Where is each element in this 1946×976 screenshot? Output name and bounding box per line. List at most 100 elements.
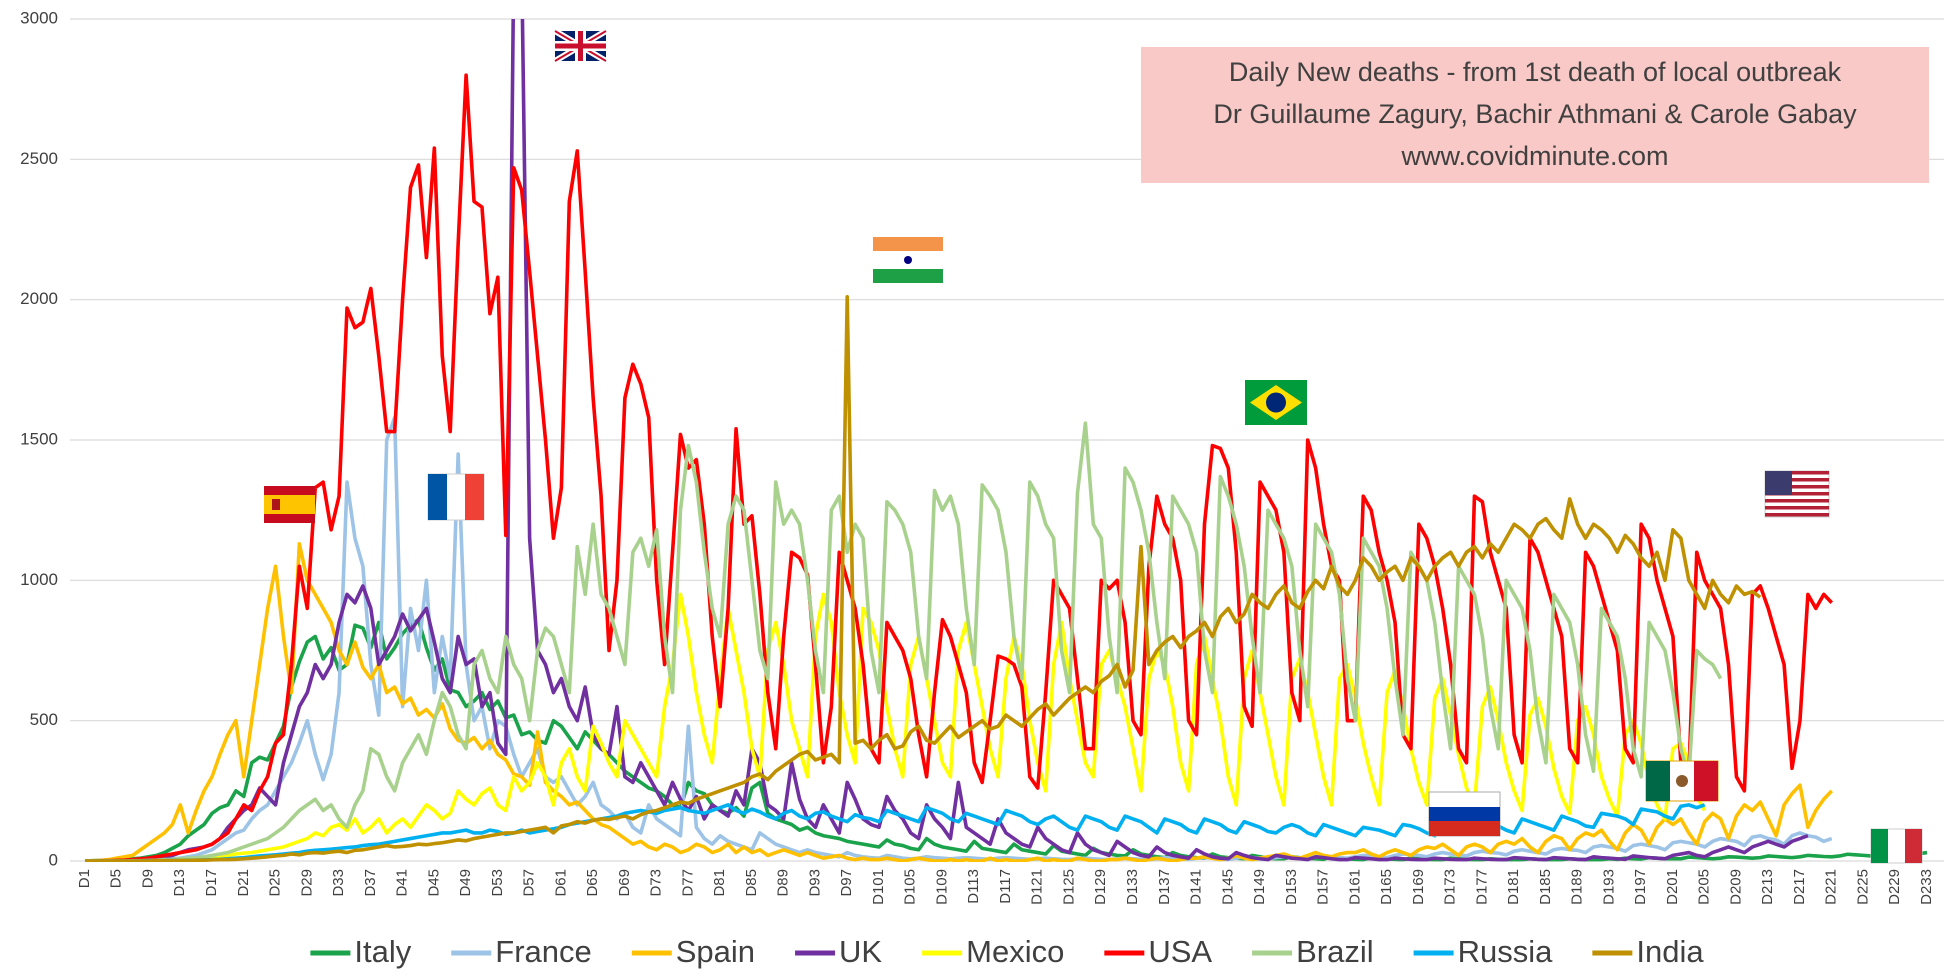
y-tick-label: 1500	[20, 429, 58, 448]
x-tick-label: D41	[394, 869, 411, 897]
legend-item: Spain	[631, 934, 755, 969]
plot-area	[84, 19, 1928, 862]
x-tick-label: D85	[743, 869, 760, 897]
x-tick-label: D49	[457, 869, 474, 897]
legend-item: UK	[795, 934, 882, 969]
x-tick-label: D77	[679, 869, 696, 897]
x-tick-label: D13	[171, 869, 188, 897]
x-tick-label: D173	[1442, 869, 1459, 905]
y-tick-label: 2000	[20, 289, 58, 308]
legend-item: India	[1592, 934, 1704, 969]
title-box	[1141, 47, 1929, 183]
flag-brazil	[1245, 380, 1307, 425]
x-tick-label: D233	[1918, 869, 1935, 905]
legend-item: USA	[1104, 934, 1212, 969]
x-tick-label: D129	[1092, 869, 1109, 905]
legend-label: India	[1636, 934, 1704, 969]
x-tick-label: D101	[870, 869, 887, 905]
line-series	[84, 542, 1834, 862]
legend-label: Mexico	[966, 934, 1064, 969]
flag-italy	[1870, 828, 1923, 864]
legend-item: Mexico	[922, 934, 1064, 969]
chart-subtitle: Dr Guillaume Zagury, Bachir Athmani & Ca…	[1213, 99, 1857, 129]
legend-label: Spain	[676, 934, 755, 969]
x-tick-label: D149	[1251, 869, 1268, 905]
x-tick-label: D121	[1029, 869, 1046, 905]
chart-title: Daily New deaths - from 1st death of loc…	[1229, 57, 1842, 87]
flag-usa	[1764, 470, 1830, 518]
x-tick-label: D105	[902, 869, 919, 905]
x-tick-label: D117	[997, 869, 1014, 904]
x-tick-label: D229	[1886, 869, 1903, 905]
legend-item: Russia	[1413, 934, 1554, 969]
x-tick-label: D89	[775, 869, 792, 897]
legend-item: France	[451, 934, 592, 969]
x-tick-label: D141	[1188, 869, 1205, 905]
x-tick-label: D45	[425, 869, 442, 897]
x-tick-label: D21	[235, 869, 252, 897]
x-tick-label: D205	[1696, 869, 1713, 905]
chart-subtitle: www.covidminute.com	[1400, 141, 1668, 171]
y-tick-label: 0	[49, 850, 58, 869]
line-series	[84, 617, 1928, 862]
x-tick-label: D137	[1156, 869, 1173, 905]
flag-mexico	[1645, 760, 1719, 802]
x-tick-label: D161	[1346, 869, 1363, 905]
line-series	[85, 19, 1809, 862]
line-series	[85, 421, 1723, 862]
x-tick-label: D5	[108, 869, 125, 888]
x-tick-label: D201	[1664, 869, 1681, 905]
x-tick-label: D153	[1283, 869, 1300, 905]
x-tick-label: D57	[521, 869, 538, 897]
x-tick-label: D181	[1505, 869, 1522, 905]
x-tick-label: D209	[1727, 869, 1744, 905]
x-tick-label: D65	[584, 869, 601, 897]
flag-france	[427, 473, 485, 521]
x-tick-label: D165	[1378, 869, 1395, 905]
x-tick-label: D185	[1537, 869, 1554, 905]
legend-label: Italy	[354, 934, 411, 969]
x-tick-label: D213	[1759, 869, 1776, 905]
line-series	[85, 73, 1834, 862]
x-tick-label: D193	[1600, 869, 1617, 905]
y-tick-label: 500	[30, 710, 58, 729]
x-tick-label: D169	[1410, 869, 1427, 905]
y-tick-label: 1000	[20, 570, 58, 589]
x-tick-label: D189	[1569, 869, 1586, 905]
x-tick-label: D145	[1219, 869, 1236, 905]
x-tick-label: D157	[1315, 869, 1332, 905]
legend-label: France	[495, 934, 591, 969]
x-tick-label: D217	[1791, 869, 1808, 905]
flag-india	[873, 237, 943, 283]
x-tick-label: D81	[711, 869, 728, 897]
x-tick-label: D9	[139, 869, 156, 888]
x-tick-label: D29	[298, 869, 315, 897]
flag-uk	[553, 28, 608, 64]
x-tick-label: D33	[330, 869, 347, 897]
x-tick-label: D225	[1854, 869, 1871, 905]
x-tick-label: D69	[616, 869, 633, 897]
x-tick-label: D109	[933, 869, 950, 905]
x-tick-label: D97	[838, 869, 855, 897]
legend: Italy France Spain UK Mexico USA Brazil Russia I…	[310, 934, 1704, 969]
x-tick-label: D113	[965, 869, 982, 904]
x-tick-label: D37	[362, 869, 379, 897]
x-tick-label: D61	[552, 869, 569, 897]
legend-label: Brazil	[1296, 934, 1374, 969]
x-tick-label: D133	[1124, 869, 1141, 905]
legend-item: Brazil	[1252, 934, 1374, 969]
x-tick-label: D177	[1473, 869, 1490, 905]
x-tick-label: D73	[648, 869, 665, 897]
y-tick-label: 3000	[20, 8, 58, 27]
legend-label: Russia	[1458, 934, 1554, 969]
x-tick-label: D221	[1823, 869, 1840, 905]
x-tick-label: D17	[203, 869, 220, 897]
x-tick-label: D125	[1060, 869, 1077, 905]
y-tick-label: 2500	[20, 149, 58, 168]
flag-russia	[1428, 791, 1501, 837]
x-tick-label: D197	[1632, 869, 1649, 905]
legend-item: Italy	[310, 934, 412, 969]
x-tick-label: D93	[806, 869, 823, 897]
x-tick-label: D1	[76, 869, 93, 888]
